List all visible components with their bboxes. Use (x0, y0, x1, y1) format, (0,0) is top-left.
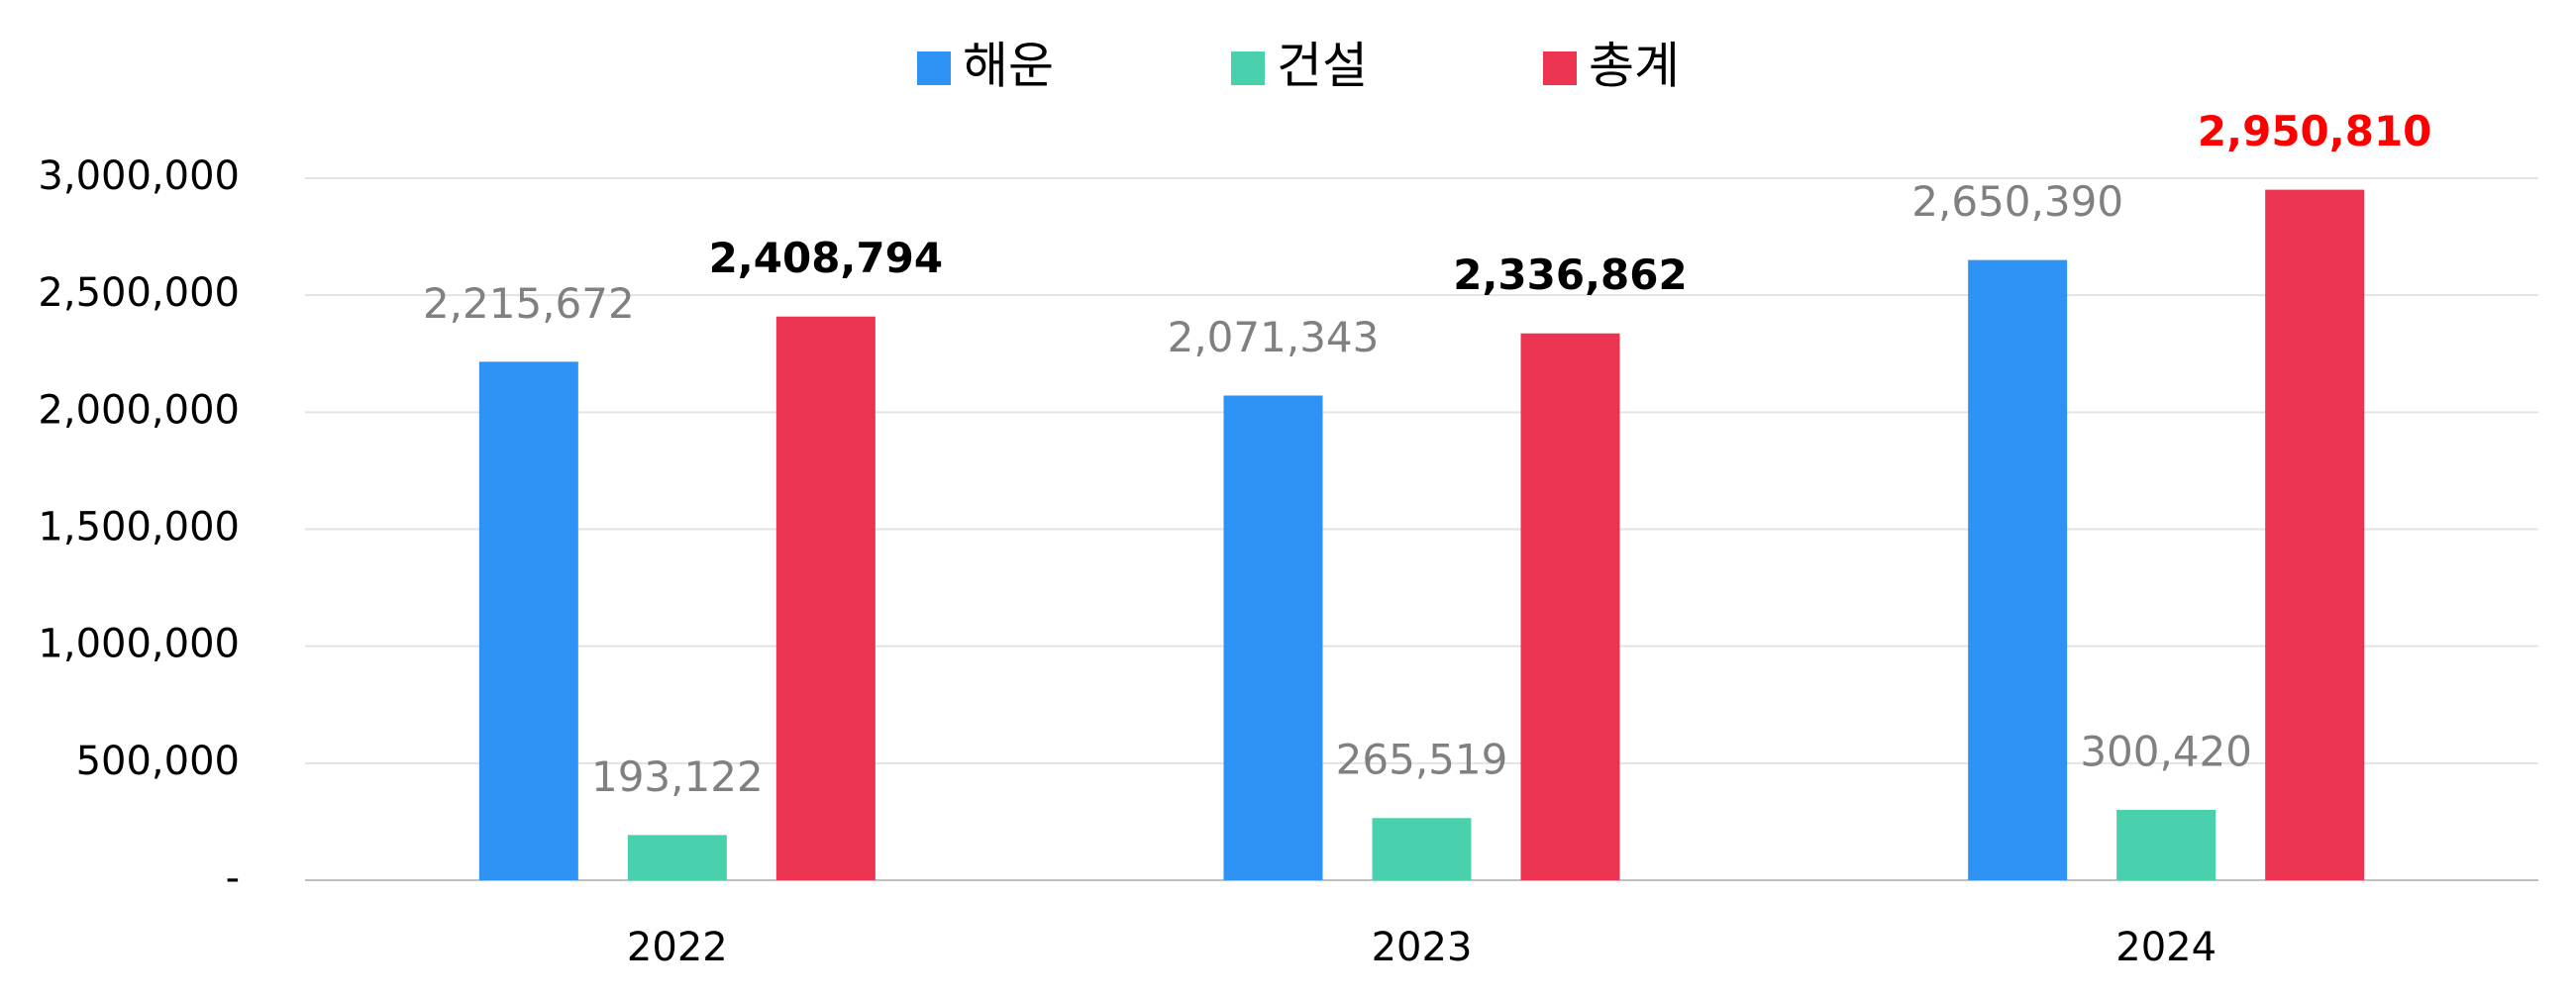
bar (2116, 810, 2216, 880)
bar (627, 835, 727, 880)
legend-swatch (917, 51, 951, 85)
value-label: 2,336,862 (1453, 250, 1687, 299)
legend-swatch (1231, 51, 1265, 85)
y-tick-label: 1,000,000 (38, 622, 240, 667)
x-tick-label: 2022 (627, 925, 728, 970)
value-label: 2,408,794 (709, 234, 943, 282)
bar (1968, 259, 2068, 880)
legend-label: 건설 (1277, 38, 1368, 95)
bar (478, 361, 578, 880)
y-tick-label: 3,000,000 (38, 153, 240, 199)
bar (775, 316, 876, 880)
value-label: 2,215,672 (423, 279, 635, 328)
y-tick-label: 2,000,000 (38, 387, 240, 433)
bar (2265, 189, 2365, 880)
bar (1223, 395, 1323, 880)
x-tick-label: 2024 (2115, 925, 2216, 970)
y-tick-label: 1,500,000 (38, 505, 240, 551)
value-label: 193,122 (591, 752, 764, 801)
x-tick-label: 2023 (1372, 925, 1473, 970)
y-tick-label: 500,000 (76, 739, 240, 784)
bar (1372, 818, 1472, 880)
legend-label: 해운 (963, 38, 1054, 95)
legend-swatch (1543, 51, 1577, 85)
value-label: 265,519 (1336, 736, 1508, 784)
value-label: 300,420 (2080, 728, 2252, 776)
value-label: 2,650,390 (1911, 177, 2123, 226)
bar (1520, 333, 1620, 880)
value-label: 2,071,343 (1168, 313, 1380, 361)
legend-label: 총계 (1589, 38, 1680, 95)
y-tick-label: 2,500,000 (38, 270, 240, 316)
y-tick-label: - (226, 855, 240, 901)
value-label: 2,950,810 (2198, 107, 2431, 155)
